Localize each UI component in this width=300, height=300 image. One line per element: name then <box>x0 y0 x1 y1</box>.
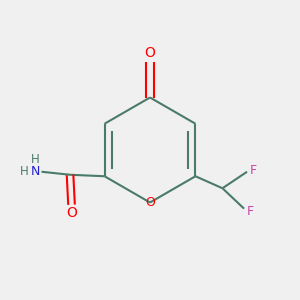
Text: H: H <box>20 165 28 178</box>
Text: N: N <box>31 165 40 178</box>
Text: O: O <box>145 196 155 209</box>
Text: H: H <box>31 153 40 166</box>
Text: F: F <box>247 205 254 218</box>
Text: O: O <box>145 46 155 60</box>
Text: O: O <box>66 206 77 220</box>
Text: F: F <box>250 164 257 177</box>
